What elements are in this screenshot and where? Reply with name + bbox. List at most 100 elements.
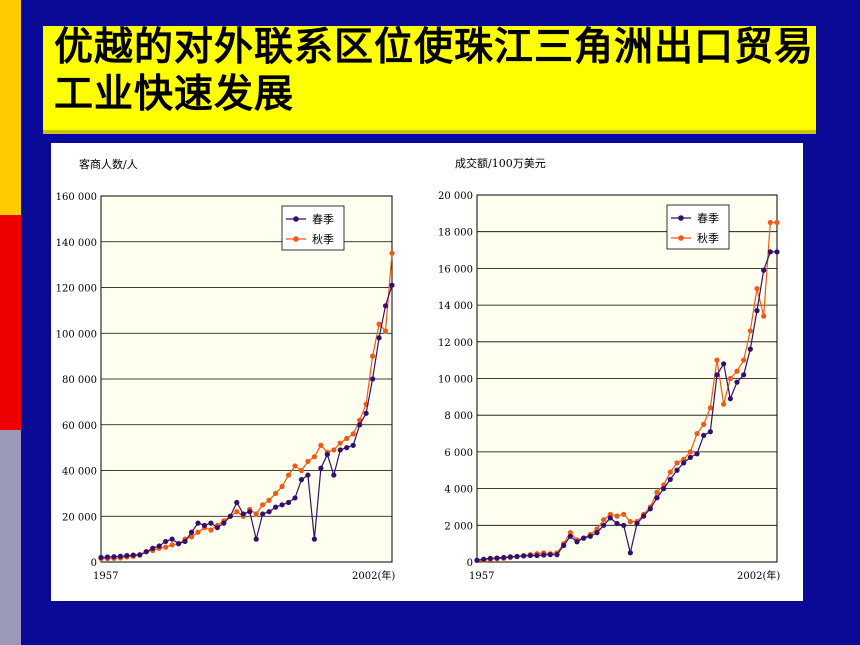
turnover-chart: 0 2 000 4 000 6 000 8 000 10 000 12 000 14 000 1…: [438, 156, 780, 582]
spring-data-point: [389, 282, 395, 288]
spring-data-point: [674, 467, 680, 473]
spring-data-point: [104, 554, 111, 560]
spring-data-point: [337, 447, 343, 453]
y-tick-label: 40 000: [62, 467, 97, 478]
autumn-data-point: [266, 497, 272, 503]
legend-label-autumn: 秋季: [697, 231, 719, 245]
spring-data-point: [195, 520, 201, 526]
spring-data-point: [201, 522, 208, 528]
y-tick-label: 20 000: [438, 191, 473, 202]
y-tick-label: 8 000: [444, 411, 473, 422]
spring-data-point: [621, 522, 627, 528]
spring-data-point: [305, 472, 311, 478]
spring-data-point: [561, 542, 567, 549]
spring-data-point: [247, 509, 253, 515]
y-axis-title: 客商人数/人: [79, 157, 138, 171]
spring-data-point: [163, 538, 169, 545]
y-tick-label: 10 000: [438, 375, 473, 386]
spring-data-point: [727, 396, 733, 402]
legend-box: [666, 204, 730, 250]
spring-data-point: [581, 535, 587, 541]
spring-data-point: [654, 495, 660, 501]
autumn-data-point: [701, 421, 707, 427]
autumn-data-point: [350, 431, 356, 437]
legend-label-spring: 春季: [697, 212, 719, 225]
autumn-data-point: [741, 357, 747, 363]
spring-data-point: [474, 557, 480, 563]
spring-data-point: [554, 552, 560, 558]
accent-stripe-gray: [0, 430, 21, 645]
legend-label-spring: 春季: [312, 213, 334, 226]
autumn-data-point: [195, 529, 201, 535]
autumn-data-point: [614, 513, 620, 519]
legend-label-autumn: 秋季: [312, 232, 334, 246]
spring-data-point: [376, 335, 382, 341]
y-tick-label: 80 000: [62, 375, 97, 386]
spring-data-point: [363, 410, 369, 416]
legend-marker-autumn: [293, 236, 299, 242]
legend-marker-autumn: [678, 235, 684, 241]
x-end-label: 2002(年): [737, 569, 780, 582]
autumn-data-point: [253, 511, 259, 517]
spring-data-point: [98, 554, 104, 561]
x-end-label: 2002(年): [352, 569, 395, 582]
autumn-data-point: [344, 435, 350, 442]
spring-data-point: [714, 372, 720, 378]
y-tick-label: 0: [91, 558, 97, 569]
y-tick-label: 160 000: [56, 192, 97, 203]
spring-data-point: [681, 460, 687, 466]
y-tick-label: 60 000: [62, 421, 97, 432]
y-tick-label: 0: [467, 558, 473, 569]
autumn-data-point: [370, 353, 376, 359]
y-tick-label: 20 000: [62, 512, 97, 523]
spring-data-point: [494, 555, 500, 561]
spring-data-point: [541, 552, 547, 558]
legend-marker-spring: [678, 215, 684, 221]
autumn-data-point: [761, 313, 767, 319]
spring-data-point: [481, 556, 487, 562]
autumn-data-point: [298, 467, 305, 474]
spring-data-point: [761, 267, 767, 273]
spring-data-point: [507, 554, 513, 560]
autumn-data-point: [754, 285, 760, 292]
title-underline: [43, 130, 816, 134]
x-start-label: 1957: [469, 571, 494, 582]
spring-data-point: [667, 476, 673, 483]
visitors-chart: 0 20 000 40 000 60 000 80 000 100 000 120 000 1…: [56, 157, 396, 582]
autumn-data-point: [337, 440, 343, 446]
y-tick-label: 140 000: [56, 238, 97, 249]
spring-data-point: [514, 553, 520, 560]
y-tick-label: 14 000: [438, 301, 473, 312]
autumn-data-point: [567, 530, 573, 536]
autumn-data-point: [714, 357, 720, 363]
spring-data-point: [774, 249, 780, 255]
autumn-data-point: [654, 489, 660, 495]
spring-data-point: [501, 554, 507, 561]
title-box: [43, 26, 816, 130]
spring-data-point: [521, 553, 527, 559]
autumn-data-point: [687, 449, 693, 455]
y-tick-label: 100 000: [56, 329, 97, 340]
y-tick-label: 18 000: [438, 228, 473, 239]
spring-data-point: [266, 509, 272, 515]
autumn-data-point: [331, 447, 337, 453]
autumn-data-point: [208, 527, 214, 533]
spring-data-point: [130, 552, 136, 558]
spring-data-point: [227, 513, 233, 519]
spring-data-point: [574, 539, 580, 545]
spring-data-point: [357, 422, 363, 428]
autumn-data-point: [163, 544, 169, 550]
autumn-data-point: [279, 483, 285, 490]
spring-data-point: [156, 543, 162, 549]
spring-series-line: [100, 285, 393, 558]
spring-data-point: [587, 533, 593, 539]
spring-data-point: [188, 529, 195, 535]
y-tick-label: 4 000: [444, 485, 473, 496]
y-axis-title: 成交额/100万美元: [455, 156, 546, 170]
chart-panel: 0 20 000 40 000 60 000 80 000 100 000 120 000 1…: [51, 143, 803, 601]
spring-data-point: [601, 522, 607, 528]
autumn-data-point: [285, 472, 292, 478]
spring-data-point: [687, 454, 693, 461]
spring-data-point: [214, 525, 220, 531]
accent-stripe-red: [0, 215, 21, 430]
